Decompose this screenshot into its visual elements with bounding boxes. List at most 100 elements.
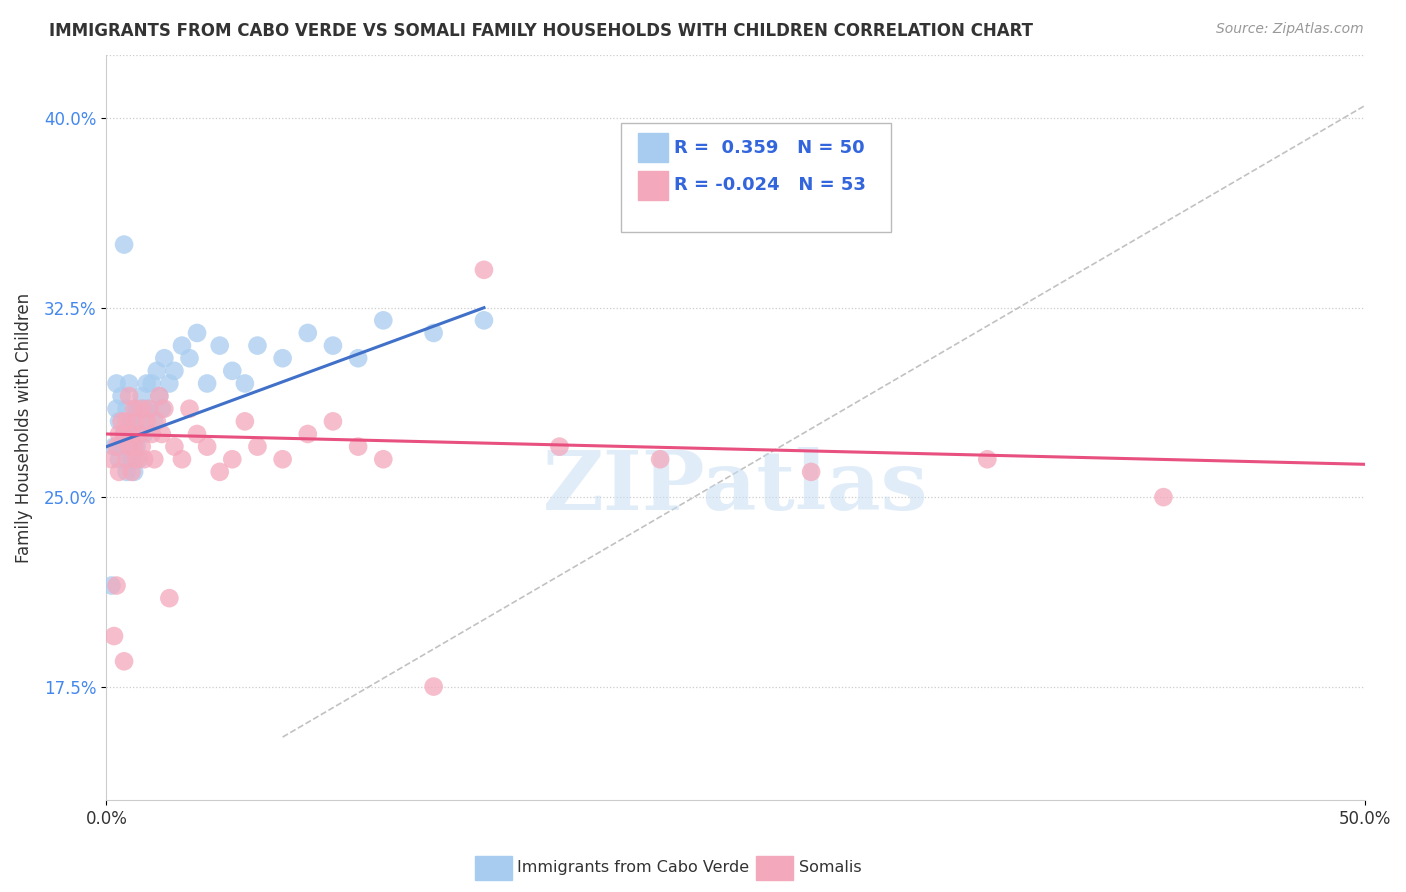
Text: ZIPatlas: ZIPatlas [543, 447, 928, 527]
Point [138, 401, 160, 416]
Point [422, 680, 444, 694]
Point [103, 440, 125, 454]
Point [131, 401, 153, 416]
Point [128, 414, 150, 428]
Point [110, 414, 132, 428]
Point [195, 440, 218, 454]
Point [115, 452, 138, 467]
Point [146, 364, 169, 378]
Point [157, 376, 180, 391]
Point [121, 427, 143, 442]
Point [141, 376, 163, 391]
Point [134, 427, 156, 442]
Point [297, 326, 319, 340]
Point [322, 414, 344, 428]
Point [186, 427, 208, 442]
Text: IMMIGRANTS FROM CABO VERDE VS SOMALI FAMILY HOUSEHOLDS WITH CHILDREN CORRELATION: IMMIGRANTS FROM CABO VERDE VS SOMALI FAM… [49, 22, 1033, 40]
Point [135, 376, 157, 391]
Point [208, 338, 231, 352]
Point [221, 364, 243, 378]
Point [118, 440, 141, 454]
Point [134, 401, 156, 416]
Point [134, 452, 156, 467]
Point [108, 427, 131, 442]
Point [105, 578, 128, 592]
Point [422, 326, 444, 340]
Point [271, 452, 294, 467]
Point [150, 401, 173, 416]
Point [121, 414, 143, 428]
Point [131, 389, 153, 403]
Point [125, 414, 148, 428]
Point [322, 338, 344, 352]
Point [472, 262, 495, 277]
Point [122, 465, 145, 479]
Point [118, 427, 141, 442]
Point [121, 465, 143, 479]
Point [163, 440, 186, 454]
Point [186, 326, 208, 340]
Point [170, 452, 193, 467]
Point [163, 364, 186, 378]
Point [112, 427, 135, 442]
Point [112, 654, 135, 668]
Point [373, 313, 395, 327]
Point [976, 452, 998, 467]
Point [1153, 490, 1175, 504]
Point [128, 427, 150, 442]
Point [297, 427, 319, 442]
Point [800, 465, 823, 479]
Point [148, 389, 170, 403]
Point [108, 414, 131, 428]
Point [110, 440, 132, 454]
Point [153, 351, 176, 366]
Point [118, 376, 141, 391]
Point [128, 452, 150, 467]
Point [271, 351, 294, 366]
Text: R = -0.024   N = 53: R = -0.024 N = 53 [673, 177, 866, 194]
Point [108, 465, 131, 479]
Point [221, 452, 243, 467]
Point [233, 376, 256, 391]
Point [650, 452, 672, 467]
Point [135, 414, 157, 428]
Point [138, 401, 160, 416]
Y-axis label: Family Households with Children: Family Households with Children [15, 293, 32, 563]
Point [103, 629, 125, 643]
Point [100, 452, 122, 467]
Text: Source: ZipAtlas.com: Source: ZipAtlas.com [1216, 22, 1364, 37]
Point [150, 427, 173, 442]
Point [122, 440, 145, 454]
Point [108, 452, 131, 467]
Point [246, 440, 269, 454]
Point [131, 440, 153, 454]
Point [118, 389, 141, 403]
Point [347, 440, 370, 454]
Point [105, 401, 128, 416]
Point [122, 401, 145, 416]
Point [233, 414, 256, 428]
Point [115, 401, 138, 416]
Point [121, 452, 143, 467]
Point [115, 465, 138, 479]
Text: R =  0.359   N = 50: R = 0.359 N = 50 [673, 138, 865, 157]
Point [100, 578, 122, 592]
Point [112, 237, 135, 252]
Point [141, 427, 163, 442]
Point [208, 465, 231, 479]
Text: Somalis: Somalis [799, 860, 862, 874]
Point [110, 389, 132, 403]
Point [122, 440, 145, 454]
Point [143, 452, 166, 467]
Point [125, 401, 148, 416]
Point [373, 452, 395, 467]
Point [170, 338, 193, 352]
Text: Immigrants from Cabo Verde: Immigrants from Cabo Verde [517, 860, 749, 874]
Point [472, 313, 495, 327]
Point [179, 401, 201, 416]
Point [246, 338, 269, 352]
Point [125, 440, 148, 454]
Point [347, 351, 370, 366]
Point [148, 389, 170, 403]
Point [179, 351, 201, 366]
